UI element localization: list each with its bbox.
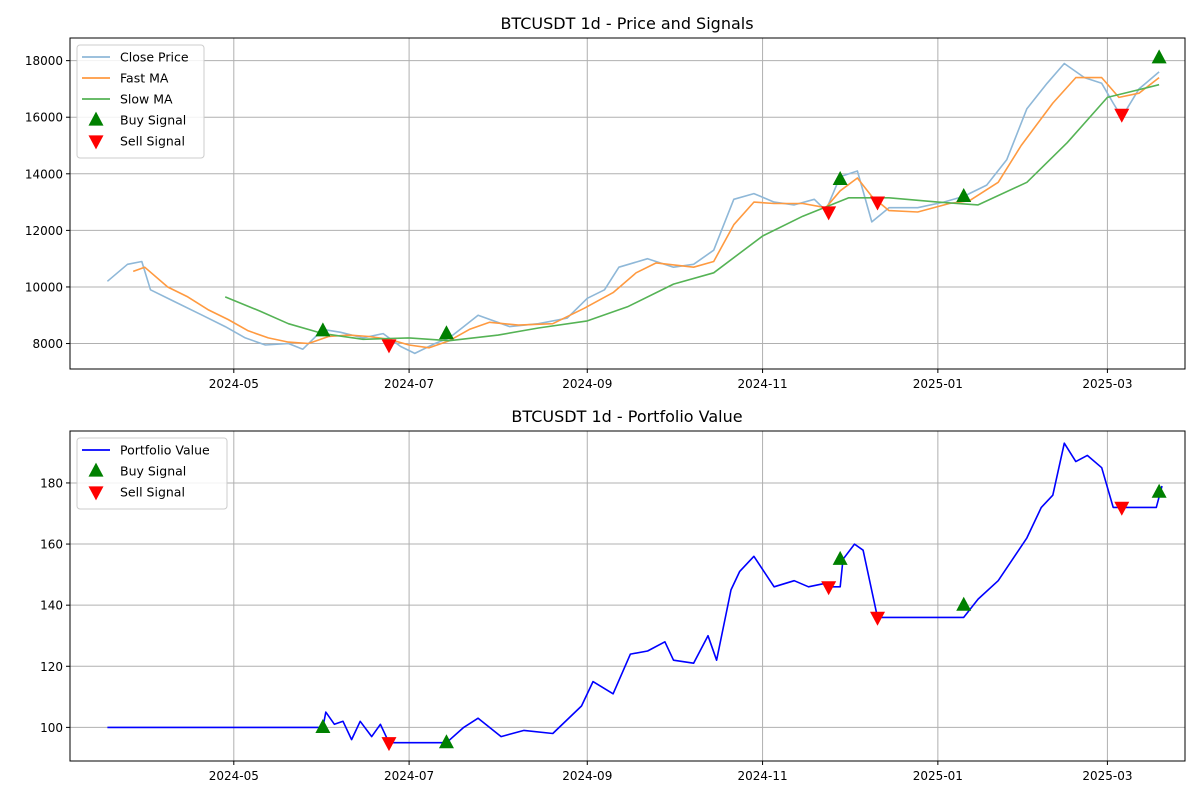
- x-tick-label: 2024-09: [562, 377, 612, 391]
- legend-label: Portfolio Value: [120, 443, 210, 458]
- legend-marker-swatch: [88, 135, 104, 150]
- buy-signal-marker: [438, 734, 454, 749]
- buy-signal-marker: [832, 550, 848, 565]
- portfolio-chart-title: BTCUSDT 1d - Portfolio Value: [511, 407, 742, 426]
- x-tick-label: 2024-11: [737, 377, 787, 391]
- x-tick-label: 2024-05: [209, 769, 259, 783]
- slow-ma-line: [224, 83, 1160, 342]
- price-chart-grid: [70, 38, 1185, 369]
- y-tick-label: 180: [40, 476, 63, 490]
- x-tick-label: 2024-11: [737, 769, 787, 783]
- legend-box: [76, 44, 205, 159]
- buy-signal-marker: [956, 188, 972, 203]
- sell-signal-marker: [1114, 108, 1130, 123]
- legend-box: [76, 437, 228, 510]
- price-chart-panel: BTCUSDT 1d - Price and Signals 2024-05 20…: [25, 14, 1186, 391]
- price-chart-markers: [315, 49, 1167, 354]
- legend-label: Buy Signal: [120, 464, 186, 479]
- x-tick-label: 2024-07: [384, 377, 434, 391]
- y-tick-label: 10000: [25, 280, 63, 294]
- legend-label: Sell Signal: [120, 485, 185, 500]
- sell-signal-marker: [821, 206, 837, 221]
- x-tick-label: 2025-03: [1082, 769, 1132, 783]
- buy-signal-marker: [832, 171, 848, 186]
- y-tick-label: 12000: [25, 224, 63, 238]
- price-chart-series: [106, 62, 1160, 355]
- x-tick-label: 2024-07: [384, 769, 434, 783]
- legend-marker-swatch: [88, 462, 104, 477]
- sell-signal-marker: [870, 611, 886, 626]
- price-chart-axes-frame: [69, 37, 1186, 370]
- sell-signal-marker: [821, 581, 837, 596]
- buy-signal-marker: [1151, 483, 1167, 498]
- portfolio-chart-grid: [70, 431, 1185, 761]
- buy-signal-marker: [315, 322, 331, 337]
- sell-signal-marker: [1114, 501, 1130, 516]
- legend-marker-swatch: [88, 486, 104, 501]
- y-tick-label: 120: [40, 660, 63, 674]
- buy-signal-marker: [315, 718, 331, 733]
- y-tick-label: 160: [40, 538, 63, 552]
- portfolio-chart-markers: [315, 483, 1167, 752]
- x-tick-label: 2025-01: [913, 769, 963, 783]
- buy-signal-marker: [438, 325, 454, 340]
- x-tick-label: 2025-01: [913, 377, 963, 391]
- legend-label: Sell Signal: [120, 134, 185, 149]
- price-chart-legend: Close Price Fast MA Slow MA Buy Signal Sell …: [76, 44, 205, 159]
- sell-signal-marker: [381, 737, 397, 752]
- legend-label: Slow MA: [120, 92, 173, 107]
- portfolio-value-line: [107, 442, 1163, 744]
- y-tick-label: 14000: [25, 167, 63, 181]
- portfolio-chart-panel: BTCUSDT 1d - Portfolio Value 2024-05 2024…: [40, 407, 1186, 783]
- legend-label: Close Price: [120, 50, 189, 65]
- y-tick-label: 8000: [32, 337, 63, 351]
- x-tick-label: 2024-09: [562, 769, 612, 783]
- portfolio-chart-series: [107, 442, 1163, 744]
- legend-label: Fast MA: [120, 71, 169, 86]
- close-price-line: [106, 62, 1160, 355]
- y-tick-label: 18000: [25, 54, 63, 68]
- portfolio-chart-legend: Portfolio Value Buy Signal Sell Signal: [76, 437, 228, 510]
- price-chart-title: BTCUSDT 1d - Price and Signals: [500, 14, 753, 33]
- buy-signal-marker: [956, 596, 972, 611]
- legend-label: Buy Signal: [120, 113, 186, 128]
- y-tick-label: 100: [40, 721, 63, 735]
- portfolio-chart-ticks: 2024-05 2024-07 2024-09 2024-11 2025-01 2025-…: [40, 476, 1132, 783]
- x-tick-label: 2025-03: [1082, 377, 1132, 391]
- sell-signal-marker: [381, 339, 397, 354]
- portfolio-chart-axes-frame: [69, 430, 1186, 762]
- price-chart-ticks: 2024-05 2024-07 2024-09 2024-11 2025-01 2025-…: [25, 54, 1133, 391]
- y-tick-label: 16000: [25, 111, 63, 125]
- legend-marker-swatch: [88, 111, 104, 126]
- sell-signal-marker: [870, 196, 886, 211]
- fast-ma-line: [132, 76, 1160, 349]
- buy-signal-marker: [1151, 49, 1167, 64]
- x-tick-label: 2024-05: [209, 377, 259, 391]
- y-tick-label: 140: [40, 599, 63, 613]
